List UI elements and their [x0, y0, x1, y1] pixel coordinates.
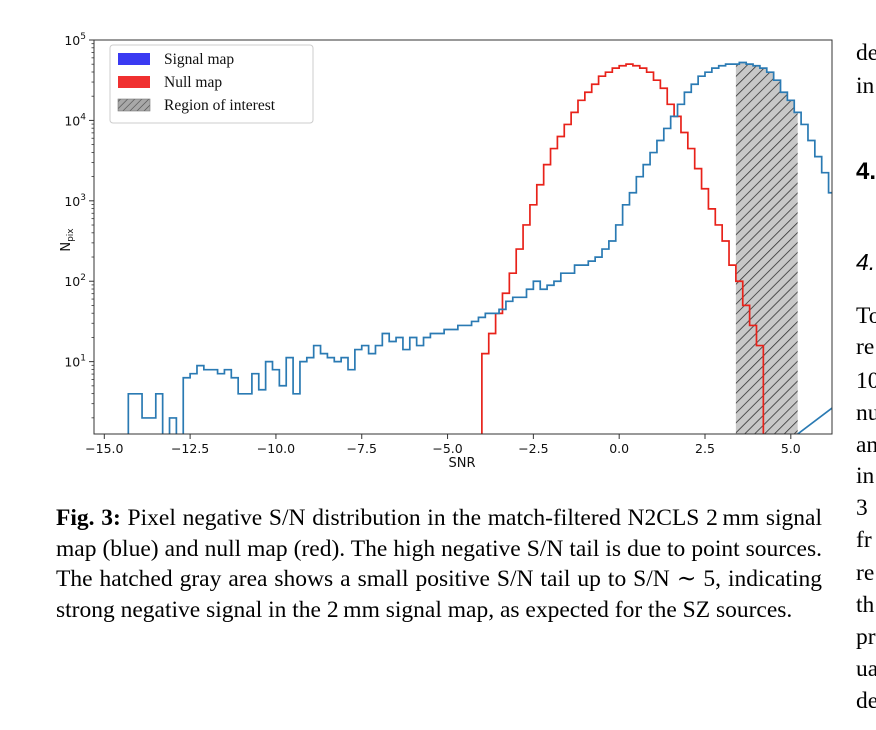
right-column-line: ua: [856, 656, 876, 682]
x-tick-label: −15.0: [85, 441, 123, 456]
right-column-line: in: [856, 73, 875, 99]
right-column-line: in: [856, 463, 875, 489]
right-column-line: re: [856, 334, 875, 360]
right-column-clipped-text: de in 4. 4. To re 10 nu an in 3 fr re th pr ua de: [850, 0, 876, 730]
x-tick-label: −7.5: [347, 441, 377, 456]
right-column-line: 4.: [856, 158, 876, 185]
snr-histogram-chart: −15.0 −12.5 −10.0 −7.5 −5.0 −2.5 0.0 2.5 5.0 101…: [59, 32, 833, 470]
x-tick-label: −12.5: [171, 441, 209, 456]
legend-swatch: [118, 76, 150, 88]
right-column-line: an: [856, 432, 876, 458]
y-tick-label: 103: [64, 193, 86, 209]
x-tick-label: −2.5: [518, 441, 548, 456]
right-column-line: 10: [856, 368, 876, 394]
right-column-line: 3: [856, 495, 868, 521]
right-column-line: th: [856, 592, 875, 618]
y-tick-label: 102: [64, 273, 86, 289]
legend-swatch: [117, 98, 151, 112]
right-column-line: re: [856, 560, 875, 586]
legend-label: Region of interest: [164, 97, 276, 114]
right-column-line: de: [856, 40, 876, 66]
x-axis-label: SNR: [448, 456, 475, 470]
right-column-line: To: [856, 303, 876, 329]
caption-text: Pixel negative S/N distribution in the m…: [56, 505, 822, 623]
chart-legend: Signal map Null map Region of interest: [109, 44, 314, 124]
snr-histogram-figure: −15.0 −12.5 −10.0 −7.5 −5.0 −2.5 0.0 2.5 5.0 101…: [59, 32, 833, 470]
legend-label: Null map: [164, 74, 222, 91]
x-tick-label: −5.0: [432, 441, 462, 456]
plot-frame: [93, 39, 833, 435]
legend-label: Signal map: [164, 51, 234, 68]
null-map-histogram: [481, 63, 765, 434]
signal-map-histogram: [127, 61, 832, 434]
legend-swatch: [118, 53, 150, 65]
right-column-line: nu: [856, 400, 876, 426]
right-column-line: pr: [856, 624, 876, 650]
x-tick-label: 2.5: [695, 441, 715, 456]
region-of-interest-hatch: [735, 62, 798, 434]
x-tick-label: 5.0: [781, 441, 801, 456]
legend-box: [109, 44, 314, 124]
x-tick-label: 0.0: [609, 441, 629, 456]
y-tick-label: 104: [64, 112, 86, 128]
x-axis-ticks: −15.0 −12.5 −10.0 −7.5 −5.0 −2.5 0.0 2.5 5.0: [85, 434, 801, 456]
x-tick-label: −10.0: [257, 441, 295, 456]
right-column-line: fr: [856, 527, 872, 553]
caption-label: Fig. 3:: [56, 505, 121, 531]
region-of-interest-area: [735, 62, 798, 434]
y-axis-ticks: 101 102 103 104 105: [64, 32, 94, 419]
y-axis-label: Npix: [59, 228, 76, 252]
right-column-line: 4.: [856, 249, 876, 275]
right-column-line: de: [856, 688, 876, 714]
y-tick-label: 105: [64, 32, 86, 48]
y-tick-label: 101: [64, 354, 86, 370]
figure-caption: Fig. 3: Pixel negative S/N distribution …: [56, 503, 822, 625]
